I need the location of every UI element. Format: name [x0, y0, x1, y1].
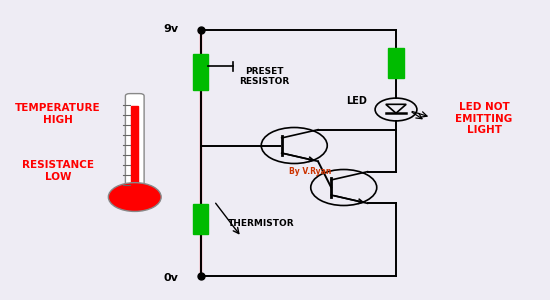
- Text: 9v: 9v: [164, 23, 179, 34]
- Circle shape: [108, 183, 161, 211]
- FancyBboxPatch shape: [125, 94, 144, 194]
- Text: PRESET
RESISTOR: PRESET RESISTOR: [239, 67, 289, 86]
- Text: TEMPERATURE
HIGH: TEMPERATURE HIGH: [15, 103, 101, 125]
- Text: LED NOT
EMITTING
LIGHT: LED NOT EMITTING LIGHT: [455, 102, 513, 135]
- Bar: [193, 54, 208, 90]
- Bar: [131, 106, 138, 191]
- Text: RESISTANCE
LOW: RESISTANCE LOW: [22, 160, 94, 182]
- Bar: [388, 48, 404, 78]
- Bar: [193, 204, 208, 234]
- Text: 0v: 0v: [164, 273, 179, 284]
- Text: THERMISTOR: THERMISTOR: [228, 219, 295, 228]
- Text: By V.Ryan: By V.Ryan: [289, 167, 331, 176]
- Text: LED: LED: [346, 95, 367, 106]
